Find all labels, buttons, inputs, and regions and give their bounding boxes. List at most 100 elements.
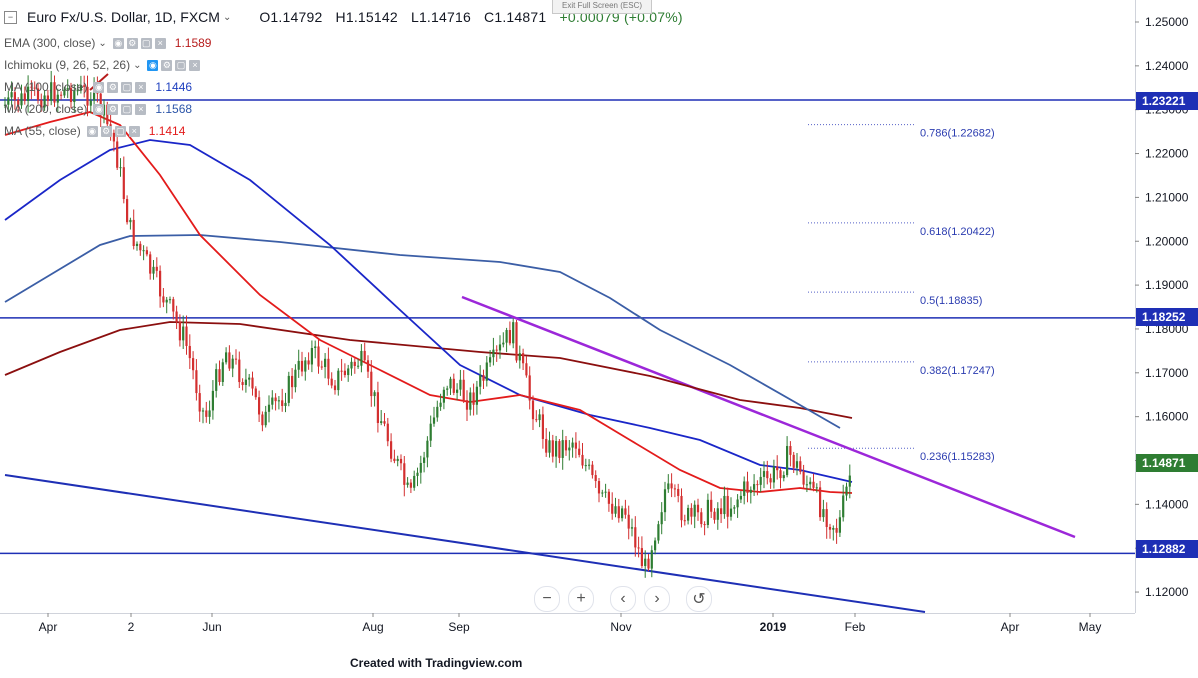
indicator-value: 1.1568 [155,102,193,116]
copy-icon[interactable]: ▢ [175,59,187,71]
zoom-in-button[interactable]: + [568,586,594,612]
candle-body [343,370,346,376]
close-value: C1.14871 [484,9,547,25]
chevron-down-icon[interactable]: ⌄ [133,59,142,71]
zoom-out-button[interactable]: − [534,586,560,612]
settings-icon[interactable]: ⚙ [161,59,173,71]
low-value: L1.14716 [410,9,471,25]
reset-chart-button[interactable]: ↺ [686,586,712,612]
fib-level-label: 0.236(1.15283) [920,451,995,463]
symbol-title[interactable]: Euro Fx/U.S. Dollar, 1D, FXCM [27,9,220,25]
price-chart[interactable]: 1.250001.240001.230001.220001.210001.200… [0,0,1198,640]
candle-body [106,104,109,125]
copy-icon[interactable]: ▢ [121,103,133,115]
candle-body [439,402,442,407]
candle-body [492,349,495,358]
candle-body [746,481,749,493]
chart-area[interactable]: 1.250001.240001.230001.220001.210001.200… [0,0,1198,640]
visibility-icon[interactable]: ◉ [93,81,105,93]
copy-icon[interactable]: ▢ [140,37,152,49]
visibility-icon[interactable]: ◉ [86,125,98,137]
indicator-ma100[interactable]: MA (100, close) ◉ ⚙ ▢ × 1.1446 [4,78,192,96]
candle-body [185,326,188,346]
candle-body [716,508,719,520]
candle-body [621,508,624,519]
candle-body [637,547,640,549]
candle-body [139,243,142,251]
candle-body [525,363,528,376]
indicator-ema300[interactable]: EMA (300, close) ⌄ ◉ ⚙ ▢ × 1.1589 [4,34,211,52]
fib-level-label: 0.382(1.17247) [920,365,995,377]
candle-body [423,457,426,463]
candle-body [772,466,775,483]
candle-body [805,484,808,486]
fib-level-label: 0.618(1.20422) [920,226,995,238]
settings-icon[interactable]: ⚙ [107,103,119,115]
copy-icon[interactable]: ▢ [121,81,133,93]
candle-body [294,369,297,388]
close-icon[interactable]: × [128,125,140,137]
candle-body [215,369,218,391]
time-tick-label: Apr [39,620,58,634]
time-tick-label: 2 [128,620,135,634]
candle-body [604,491,607,493]
candle-body [198,393,201,412]
scroll-right-button[interactable]: › [644,586,670,612]
ema300-line [4,321,853,419]
collapse-legend-icon[interactable]: − [4,10,17,24]
candle-body [696,504,700,513]
candle-body [528,375,531,401]
candle-body [515,322,518,361]
candle-body [766,471,769,479]
indicator-value: 1.1414 [148,124,186,138]
copy-icon[interactable]: ▢ [114,125,126,137]
candle-body [673,488,676,490]
visibility-icon[interactable]: ◉ [147,59,159,71]
close-icon[interactable]: × [154,37,166,49]
candle-body [373,392,376,397]
chevron-down-icon[interactable]: ⌄ [98,37,107,49]
time-tick-label: 2019 [760,620,787,634]
candle-body [769,478,772,483]
close-icon[interactable]: × [135,81,147,93]
candle-body [482,375,485,381]
candle-body [277,400,280,402]
visibility-icon[interactable]: ◉ [93,103,105,115]
candle-body [152,266,155,274]
candle-body [835,527,838,533]
candle-body [333,385,337,391]
chevron-down-icon[interactable]: ⌄ [222,11,232,23]
scroll-left-button[interactable]: ‹ [610,586,636,612]
candle-body [205,410,208,417]
indicator-ichimoku[interactable]: Ichimoku (9, 26, 52, 26) ⌄ ◉ ⚙ ▢ × [4,56,203,74]
open-value: O1.14792 [259,9,323,25]
candle-body [812,481,815,488]
close-icon[interactable]: × [189,59,201,71]
settings-icon[interactable]: ⚙ [107,81,119,93]
candle-body [347,368,350,376]
candle-body [69,88,73,103]
candle-body [683,520,686,522]
candle-body [390,441,393,459]
close-icon[interactable]: × [135,103,147,115]
indicator-ma200[interactable]: MA (200, close) ◉ ⚙ ▢ × 1.1568 [4,100,192,118]
candle-body [406,482,409,485]
candle-body [112,132,115,142]
level-tag-3: 1.12882 [1136,540,1198,558]
candle-body [571,442,574,448]
candle-body [231,358,234,369]
candle-body [614,506,617,514]
candle-body [782,475,785,479]
settings-icon[interactable]: ⚙ [100,125,112,137]
candle-body [710,499,713,512]
settings-icon[interactable]: ⚙ [126,37,138,49]
candle-body [66,88,69,90]
visibility-icon[interactable]: ◉ [112,37,124,49]
indicator-name: MA (100, close) [4,80,88,94]
indicator-ma55[interactable]: MA (55, close) ◉ ⚙ ▢ × 1.1414 [4,122,185,140]
candle-body [469,392,472,410]
candle-body [13,92,16,100]
candle-body [30,86,33,88]
exit-fullscreen-button[interactable]: Exit Full Screen (ESC) [552,0,652,14]
candle-body [442,389,445,403]
